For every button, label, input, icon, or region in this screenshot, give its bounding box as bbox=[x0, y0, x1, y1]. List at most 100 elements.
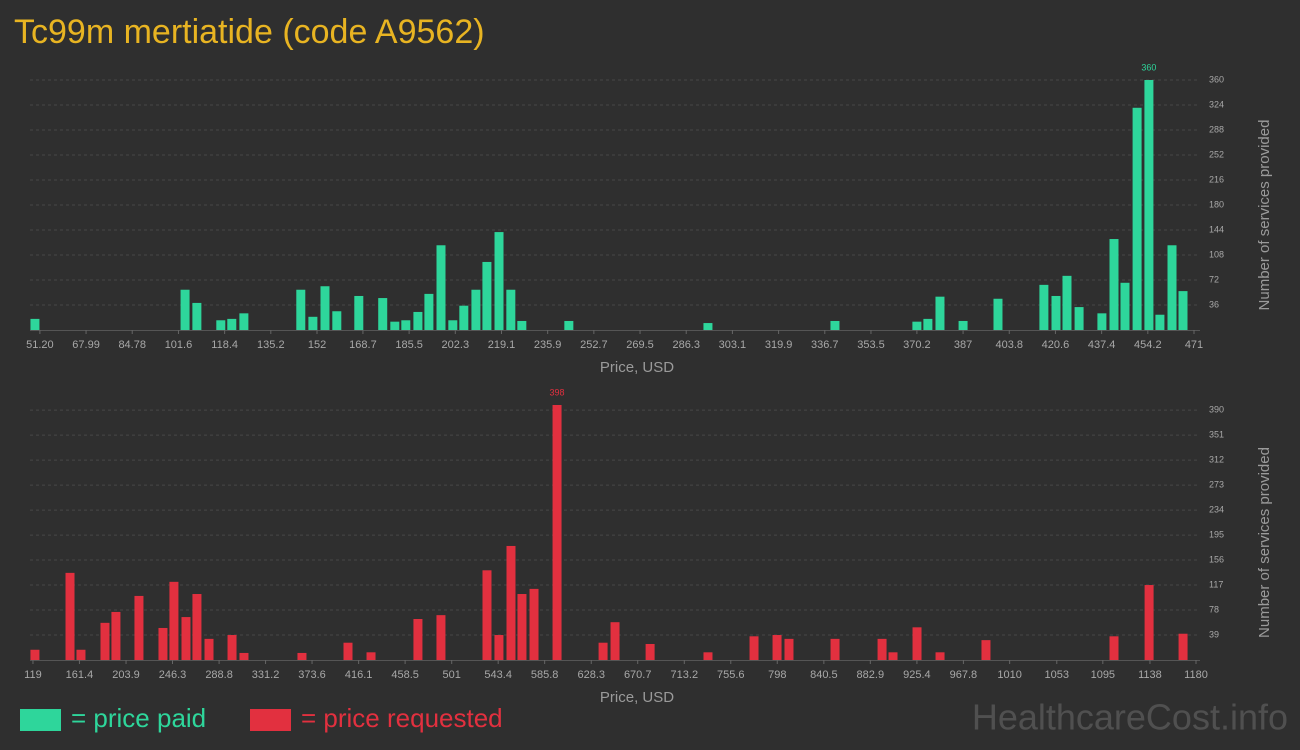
watermark: HealthcareCost.info bbox=[972, 697, 1288, 738]
y-tick-label: 39 bbox=[1209, 629, 1219, 639]
x-tick-label: 246.3 bbox=[159, 669, 187, 681]
bar bbox=[192, 594, 202, 660]
bar bbox=[1178, 291, 1188, 330]
bar bbox=[366, 652, 376, 660]
bar bbox=[216, 320, 226, 330]
y-tick-label: 180 bbox=[1209, 199, 1224, 209]
bar bbox=[436, 245, 446, 330]
bar bbox=[923, 318, 933, 330]
x-tick-label: 420.6 bbox=[1042, 339, 1070, 351]
y-tick-label: 234 bbox=[1209, 504, 1224, 514]
bar bbox=[297, 652, 307, 660]
bar bbox=[239, 313, 249, 330]
bar bbox=[1097, 313, 1107, 330]
x-tick-label: 185.5 bbox=[395, 339, 423, 351]
x-tick-label: 286.3 bbox=[672, 339, 700, 351]
x-tick-label: 135.2 bbox=[257, 339, 285, 351]
x-tick-label: 798 bbox=[768, 669, 786, 681]
x-tick-label: 670.7 bbox=[624, 669, 652, 681]
bar bbox=[517, 320, 527, 330]
legend-label: = price paid bbox=[71, 703, 206, 733]
x-tick-label: 303.1 bbox=[719, 339, 747, 351]
bar bbox=[598, 642, 608, 660]
bar bbox=[76, 649, 86, 660]
x-tick-label: 67.99 bbox=[72, 339, 100, 351]
x-tick-label: 252.7 bbox=[580, 339, 608, 351]
y-tick-label: 78 bbox=[1209, 604, 1219, 614]
bar bbox=[413, 311, 423, 330]
x-tick-label: 387 bbox=[954, 339, 972, 351]
x-tick-label: 585.8 bbox=[531, 669, 559, 681]
y-tick-label: 36 bbox=[1209, 299, 1219, 309]
bar bbox=[30, 649, 40, 660]
x-tick-label: 628.3 bbox=[577, 669, 605, 681]
y-tick-label: 324 bbox=[1209, 99, 1224, 109]
x-tick-label: 1053 bbox=[1045, 669, 1069, 681]
x-tick-label: 501 bbox=[443, 669, 461, 681]
bar bbox=[935, 652, 945, 660]
data-label: 398 bbox=[550, 387, 565, 397]
bar bbox=[134, 595, 144, 660]
y-tick-label: 144 bbox=[1209, 224, 1224, 234]
x-tick-label: 1138 bbox=[1138, 669, 1162, 681]
bar bbox=[888, 652, 898, 660]
x-tick-label: 543.4 bbox=[484, 669, 512, 681]
bar bbox=[830, 638, 840, 660]
bar bbox=[401, 320, 411, 330]
bar bbox=[784, 638, 794, 660]
y-tick-label: 108 bbox=[1209, 249, 1224, 259]
bar bbox=[1109, 239, 1119, 330]
y-tick-label: 273 bbox=[1209, 479, 1224, 489]
x-tick-label: 319.9 bbox=[765, 339, 793, 351]
y-tick-label: 216 bbox=[1209, 174, 1224, 184]
bar bbox=[100, 622, 110, 660]
bar bbox=[610, 622, 620, 660]
y-tick-label: 252 bbox=[1209, 149, 1224, 159]
bar bbox=[239, 652, 249, 660]
x-tick-label: 416.1 bbox=[345, 669, 373, 681]
y-tick-label: 360 bbox=[1209, 74, 1224, 84]
x-tick-label: 373.6 bbox=[298, 669, 326, 681]
bar bbox=[320, 286, 330, 330]
bar bbox=[877, 638, 887, 660]
bar bbox=[935, 296, 945, 330]
bar bbox=[564, 320, 574, 330]
bar bbox=[830, 320, 840, 330]
x-tick-label: 458.5 bbox=[391, 669, 419, 681]
bar bbox=[958, 320, 968, 330]
bar bbox=[436, 615, 446, 660]
bar bbox=[204, 638, 214, 660]
bar bbox=[308, 316, 318, 330]
x-tick-label: 967.8 bbox=[950, 669, 978, 681]
bar bbox=[772, 635, 782, 660]
x-tick-label: 168.7 bbox=[349, 339, 377, 351]
bar bbox=[993, 298, 1003, 330]
bar bbox=[1167, 245, 1177, 330]
bar bbox=[111, 611, 121, 660]
bar bbox=[1109, 636, 1119, 660]
bar bbox=[1051, 295, 1061, 330]
bar bbox=[30, 318, 40, 330]
y-tick-label: 390 bbox=[1209, 405, 1224, 415]
bar bbox=[912, 627, 922, 660]
legend-swatch bbox=[250, 709, 291, 731]
x-tick-label: 471 bbox=[1185, 339, 1203, 351]
bar bbox=[703, 652, 713, 660]
bar bbox=[169, 581, 179, 660]
bar bbox=[227, 635, 237, 660]
bar bbox=[1144, 80, 1154, 330]
x-tick-label: 403.8 bbox=[995, 339, 1023, 351]
bar bbox=[1132, 107, 1142, 331]
x-tick-label: 1095 bbox=[1091, 669, 1115, 681]
x-tick-label: 203.9 bbox=[112, 669, 140, 681]
bar bbox=[494, 232, 504, 330]
x-tick-label: 925.4 bbox=[903, 669, 931, 681]
y-axis-label: Number of services provided bbox=[1256, 120, 1273, 311]
y-tick-label: 72 bbox=[1209, 274, 1219, 284]
y-tick-label: 351 bbox=[1209, 429, 1224, 439]
x-tick-label: 235.9 bbox=[534, 339, 562, 351]
bar bbox=[180, 289, 190, 330]
bar bbox=[912, 321, 922, 330]
bar bbox=[471, 289, 481, 330]
